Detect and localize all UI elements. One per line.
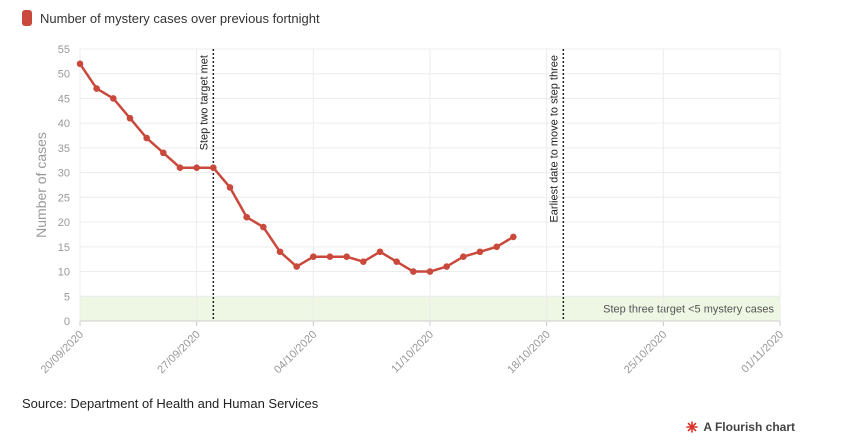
annotation-label: Earliest date to move to step three	[548, 55, 560, 223]
y-axis-label: Number of cases	[33, 132, 49, 238]
y-tick-label: 55	[58, 44, 70, 56]
y-tick-label: 30	[58, 168, 70, 180]
legend-label: Number of mystery cases over previous fo…	[40, 10, 320, 26]
annotation-label: Step two target met	[198, 55, 210, 150]
x-tick-label: 04/10/2020	[272, 329, 319, 376]
data-point[interactable]	[210, 164, 217, 171]
y-tick-label: 40	[58, 118, 70, 130]
data-point[interactable]	[326, 253, 334, 261]
source-note: Source: Department of Health and Human S…	[22, 396, 319, 411]
data-point[interactable]	[226, 184, 234, 191]
flourish-credit-link[interactable]: A Flourish chart	[686, 420, 795, 434]
data-point[interactable]	[110, 95, 117, 102]
data-point[interactable]	[160, 149, 167, 157]
data-point[interactable]	[243, 213, 250, 221]
line-chart: Step three target <5 mystery cases 0 5 10 1…	[33, 44, 786, 376]
y-tick-label: 35	[58, 143, 70, 155]
x-tick-label: 25/10/2020	[622, 329, 669, 376]
data-point[interactable]	[476, 248, 484, 256]
data-point[interactable]	[260, 223, 267, 231]
data-point[interactable]	[193, 164, 200, 171]
data-point[interactable]	[276, 248, 284, 256]
y-tick-label: 50	[58, 69, 70, 81]
data-point[interactable]	[443, 263, 450, 270]
data-point[interactable]	[426, 268, 434, 275]
y-tick-label: 0	[64, 316, 70, 328]
data-point[interactable]	[376, 248, 384, 256]
series-line	[78, 62, 515, 273]
data-point[interactable]	[510, 233, 517, 241]
chart-legend: Number of mystery cases over previous fo…	[22, 10, 320, 26]
x-tick-label: 11/10/2020	[389, 329, 436, 376]
x-tick-label: 20/09/2020	[39, 329, 86, 376]
x-tick-label: 27/09/2020	[155, 329, 202, 376]
y-tick-label: 20	[58, 217, 70, 229]
y-tick-label: 25	[58, 192, 70, 204]
data-point[interactable]	[310, 253, 317, 261]
x-tick-label: 18/10/2020	[505, 329, 552, 376]
target-band-label: Step three target <5 mystery cases	[603, 304, 774, 316]
data-point[interactable]	[143, 134, 150, 142]
data-point[interactable]	[126, 114, 134, 122]
y-tick-label: 15	[58, 242, 70, 254]
flourish-credit-label: A Flourish chart	[703, 420, 795, 434]
data-point[interactable]	[76, 60, 84, 68]
data-point[interactable]	[410, 268, 417, 275]
data-point[interactable]	[393, 258, 400, 265]
data-point[interactable]	[343, 253, 350, 261]
data-point[interactable]	[460, 253, 467, 261]
data-point[interactable]	[493, 243, 500, 251]
x-tick-label: 01/11/2020	[739, 329, 786, 376]
data-point[interactable]	[176, 164, 184, 171]
y-tick-label: 10	[58, 267, 70, 279]
y-tick-label: 45	[58, 93, 70, 105]
legend-swatch	[22, 10, 32, 26]
data-point[interactable]	[93, 85, 100, 92]
flourish-logo-icon	[686, 421, 699, 433]
data-point[interactable]	[360, 258, 367, 265]
y-tick-label: 5	[64, 291, 70, 303]
data-point[interactable]	[293, 263, 300, 270]
